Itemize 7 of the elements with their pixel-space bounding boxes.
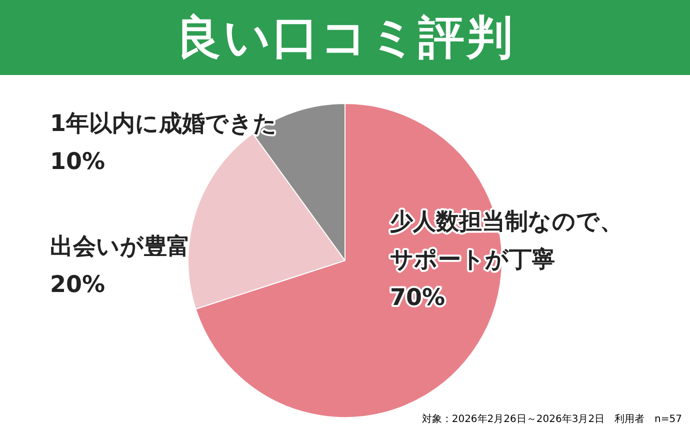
data-label: 70% — [390, 284, 446, 311]
slice-label: 1年以内に成婚できた — [50, 110, 278, 137]
data-label: 20% — [50, 272, 106, 298]
data-label: 10% — [50, 148, 106, 175]
slice-label: 出会いが豊富 — [50, 232, 190, 260]
text: 対象：2026年2月26日～2026年3月2日 利用者 n=57 — [422, 412, 682, 426]
chart-title: 良い口コミ評判 — [0, 0, 690, 75]
